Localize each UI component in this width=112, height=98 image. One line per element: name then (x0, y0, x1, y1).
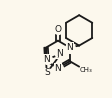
Text: O: O (54, 25, 61, 34)
Text: N: N (66, 43, 73, 52)
Text: N: N (55, 64, 61, 73)
Text: ,: , (57, 50, 59, 59)
Text: CH₃: CH₃ (80, 67, 92, 73)
Text: N: N (43, 55, 50, 64)
Text: S: S (44, 68, 50, 77)
Text: N: N (57, 49, 63, 58)
